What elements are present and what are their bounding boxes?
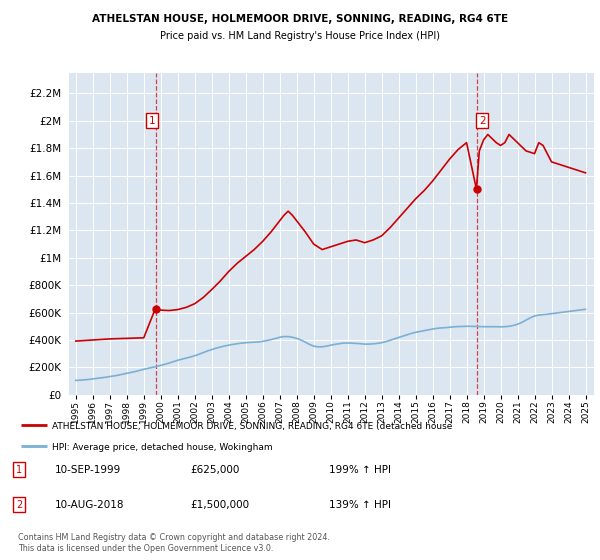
Text: 2: 2 <box>16 500 22 510</box>
Text: 1: 1 <box>149 116 156 126</box>
Text: £625,000: £625,000 <box>191 465 240 475</box>
Text: 10-SEP-1999: 10-SEP-1999 <box>55 465 121 475</box>
Text: 2: 2 <box>479 116 485 126</box>
Text: ATHELSTAN HOUSE, HOLMEMOOR DRIVE, SONNING, READING, RG4 6TE (detached house: ATHELSTAN HOUSE, HOLMEMOOR DRIVE, SONNIN… <box>52 422 452 431</box>
Text: HPI: Average price, detached house, Wokingham: HPI: Average price, detached house, Woki… <box>52 442 273 452</box>
Text: ATHELSTAN HOUSE, HOLMEMOOR DRIVE, SONNING, READING, RG4 6TE: ATHELSTAN HOUSE, HOLMEMOOR DRIVE, SONNIN… <box>92 14 508 24</box>
Text: Contains HM Land Registry data © Crown copyright and database right 2024.
This d: Contains HM Land Registry data © Crown c… <box>18 533 330 553</box>
Text: 139% ↑ HPI: 139% ↑ HPI <box>329 500 391 510</box>
Text: £1,500,000: £1,500,000 <box>191 500 250 510</box>
Text: 199% ↑ HPI: 199% ↑ HPI <box>329 465 391 475</box>
Text: Price paid vs. HM Land Registry's House Price Index (HPI): Price paid vs. HM Land Registry's House … <box>160 31 440 41</box>
Text: 10-AUG-2018: 10-AUG-2018 <box>55 500 125 510</box>
Text: 1: 1 <box>16 465 22 475</box>
